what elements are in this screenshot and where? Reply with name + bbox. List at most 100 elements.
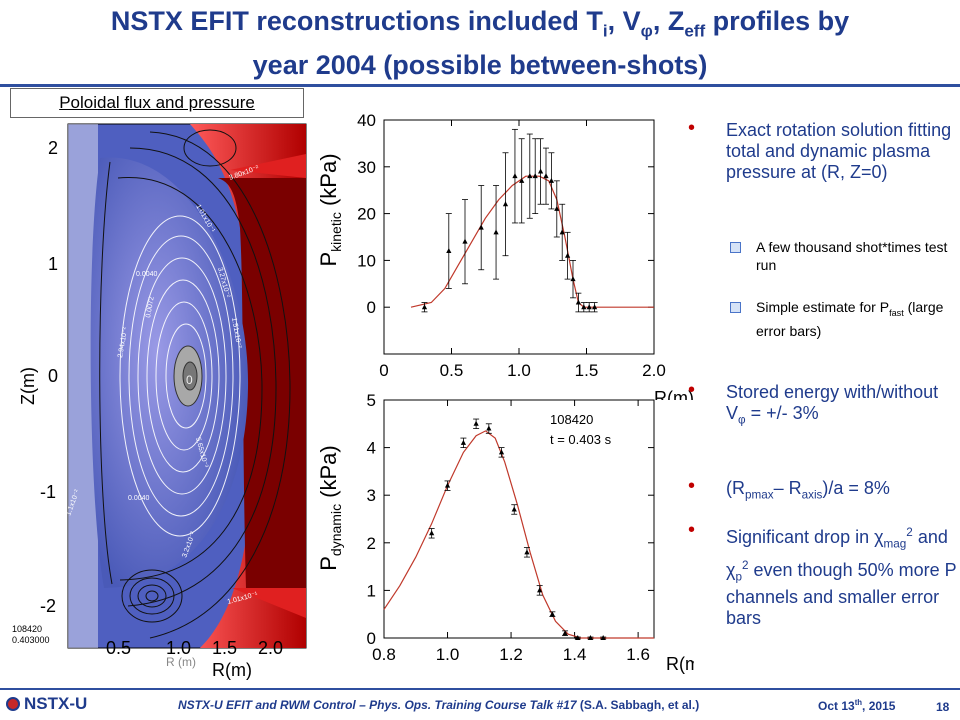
flux-panel-label: Poloidal flux and pressure (10, 88, 304, 118)
page-number: 18 (936, 700, 950, 714)
stored-sub: φ (738, 413, 746, 427)
r-tick-15: 1.5 (212, 638, 237, 658)
y-tick-label: 40 (357, 111, 376, 130)
y-tick-label: 20 (357, 205, 376, 224)
y-tick-label: 1 (367, 581, 376, 600)
x-tick-label: 2.0 (642, 361, 666, 380)
title-text-a: NSTX EFIT reconstructions included T (110, 6, 603, 36)
dynamic-ylabel-main: P (316, 556, 341, 571)
y-tick-label: 0 (367, 629, 376, 648)
data-point (575, 635, 581, 640)
flux-shot: 108420 (12, 624, 42, 634)
kinetic-ylabel-main: P (316, 252, 341, 267)
y-tick-label: 2 (367, 534, 376, 553)
footer-divider (0, 688, 960, 690)
data-point (460, 439, 467, 445)
data-point (587, 635, 594, 640)
chi-c: even though 50% more P channels and smal… (726, 559, 957, 629)
data-point (575, 299, 581, 305)
chi-sub1: mag (883, 537, 907, 551)
x-tick-label: 0.5 (440, 361, 464, 380)
chi-sym2: χ (726, 559, 736, 580)
chi-sub2: p (735, 570, 742, 584)
dynamic-marks (383, 418, 654, 640)
data-point (473, 420, 479, 426)
data-point (543, 173, 549, 179)
footer: NSTX-U NSTX-U EFIT and RWM Control – Phy… (0, 688, 960, 720)
x-tick-label: 1.0 (507, 361, 531, 380)
rp-sub2: axis (801, 488, 823, 502)
flux-time: 0.403000 (12, 635, 50, 645)
data-point (537, 587, 543, 593)
title-line-1: NSTX EFIT reconstructions included Ti, V… (0, 4, 960, 48)
fit-curve (410, 175, 654, 308)
contour-label-7: 0.0040 (128, 495, 150, 502)
plasma-core (90, 157, 249, 588)
slide-title: NSTX EFIT reconstructions included Ti, V… (0, 4, 960, 82)
data-point (538, 168, 544, 174)
subbullet-text: A few thousand shot*times test run (756, 239, 948, 273)
flux-r-ticks: 0.5 1.0 1.5 2.0 (106, 638, 283, 658)
data-point (462, 238, 468, 244)
dynamic-ticks: 0.8 1.0 1.2 1.4 1.6 0 1 2 3 4 5 (367, 392, 655, 664)
dynamic-ylabel-sub: dynamic (328, 504, 344, 556)
data-point (548, 177, 554, 183)
dynamic-pressure-chart: Pdynamic (kPa) 0.8 1.0 1.2 1.4 1.6 0 1 2 3 4 5 108… (316, 392, 694, 674)
kinetic-ticks: 0 0.5 1.0 1.5 2.0 0 10 20 30 40 (357, 111, 666, 380)
data-point (429, 530, 435, 536)
data-point (524, 549, 530, 555)
x-tick-label: 1.6 (626, 645, 650, 664)
x-tick-label: 1.0 (436, 645, 460, 664)
y-tick-label: 0 (367, 298, 376, 317)
kinetic-pressure-chart: Pkinetic (kPa) 0 0.5 1.0 1.5 2.0 0 10 20 30 40 R(… (316, 111, 694, 400)
chi-b: and (912, 527, 948, 547)
r-tick-20: 2.0 (258, 638, 283, 658)
data-point (502, 201, 509, 207)
kinetic-marks (410, 128, 654, 313)
data-point (600, 635, 606, 640)
r-tick-10: 1.0 (166, 638, 191, 658)
rp-a: (R (726, 478, 745, 498)
rp-sub1: pmax (745, 488, 774, 502)
bullet-dot: • (688, 475, 696, 497)
pfast-sub: fast (889, 307, 904, 318)
flux-contour-plot: 0.0040 0.0072 2.94x10⁻² 1.01x10⁻¹ 3.27x1… (12, 123, 307, 680)
dynamic-xlabel: R(m) (666, 654, 694, 674)
data-point (478, 224, 484, 230)
x-tick-label: 1.2 (499, 645, 523, 664)
logo-icon (6, 697, 20, 711)
x-tick-label: 0.8 (372, 645, 396, 664)
bullet-text: Stored energy with/without Vφ = +/- 3% (726, 382, 958, 431)
title-sub-i: i (602, 21, 608, 41)
stored-post: = +/- 3% (745, 403, 819, 423)
data-point (444, 482, 451, 488)
title-text-c: , Z (652, 6, 685, 36)
square-bullet-icon (730, 242, 741, 253)
plot-frame (383, 399, 655, 639)
flux-z-label: Z(m) (18, 367, 38, 405)
y-tick-label: 30 (357, 158, 376, 177)
data-point (565, 252, 571, 258)
chi-sup2: 2 (741, 558, 749, 572)
plot-frame (383, 119, 655, 355)
flux-r-faint-label: R (m) (166, 655, 196, 669)
stored-pre: Stored energy with/without V (726, 382, 939, 423)
chi-sym1: χ (874, 527, 884, 547)
data-point (559, 229, 565, 235)
data-point (554, 205, 560, 211)
z-tick-0: 0 (48, 366, 58, 386)
z-tick-m1: -1 (40, 482, 56, 502)
footer-date-sup: th (854, 698, 863, 707)
r-tick-05: 0.5 (106, 638, 131, 658)
x-tick-label: 1.5 (575, 361, 599, 380)
inner-contours (119, 215, 241, 537)
rp-b: – R (773, 478, 802, 498)
contour-label-12: 0 (186, 373, 193, 387)
data-point (498, 449, 505, 455)
chi-sup1: 2 (906, 526, 913, 539)
bullet-text: Significant drop in χmag2 and χp2 even t… (726, 522, 958, 629)
dynamic-annotation-time: t = 0.403 s (550, 432, 612, 447)
title-text-d: profiles by (705, 6, 850, 36)
footer-date-pre: Oct 13 (818, 699, 855, 713)
footer-date: Oct 13th, 2015 (818, 698, 895, 713)
